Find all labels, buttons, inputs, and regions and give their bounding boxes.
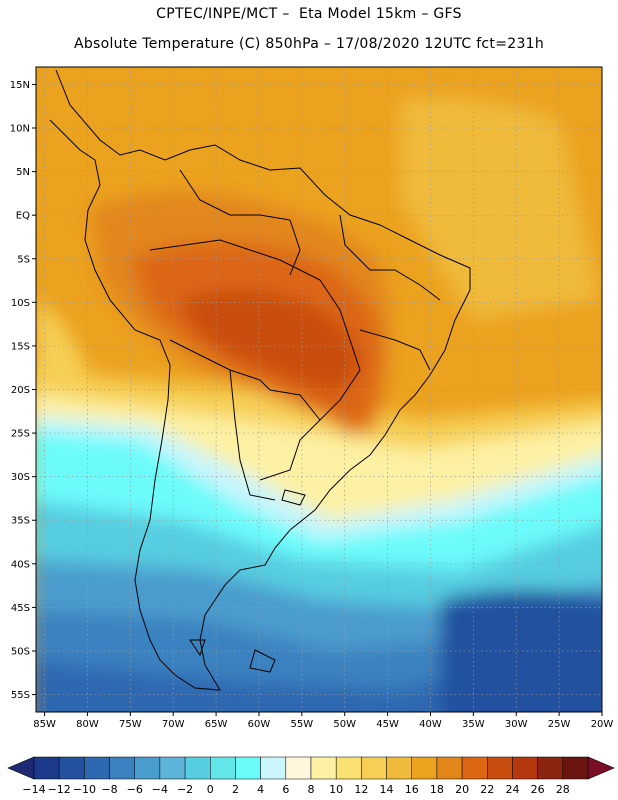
colorbar-swatch: [310, 756, 337, 780]
y-tick-label: 40S: [11, 559, 30, 570]
colorbar-label: 10: [329, 783, 343, 796]
chart-title-line2: Absolute Temperature (C) 850hPa – 17/08/…: [73, 36, 545, 52]
colorbar-swatch: [184, 756, 211, 780]
x-tick-label: 55W: [291, 719, 314, 730]
colorbar-label: 4: [257, 783, 264, 796]
x-tick-label: 85W: [33, 719, 56, 730]
colorbar-swatch: [512, 756, 538, 780]
y-tick-label: 45S: [11, 603, 30, 614]
colorbar-label: 26: [531, 783, 545, 796]
colorbar-low-extension: [7, 756, 35, 780]
colorbar-label: 12: [354, 783, 368, 796]
y-tick-label: 5N: [16, 167, 30, 178]
temperature-field: [36, 67, 602, 712]
chart-title-line1: CPTEC/INPE/MCT – Eta Model 15km – GFS: [156, 6, 462, 22]
colorbar-swatch: [537, 756, 564, 780]
colorbar-swatch: [58, 756, 85, 780]
y-tick-label: 15N: [10, 80, 30, 91]
x-tick-label: 65W: [205, 719, 228, 730]
colorbar: −14 −12 −10 −8 −6 −4 −2 0 2 4 6 8 10 12 14 16 18 20 22 24 26…: [7, 756, 615, 796]
colorbar-swatch: [562, 756, 589, 780]
y-tick-label: 50S: [11, 646, 30, 657]
y-tick-label: 5S: [17, 254, 30, 265]
x-tick-label: 70W: [162, 719, 185, 730]
colorbar-label: −10: [73, 783, 96, 796]
y-tick-label: EQ: [16, 211, 30, 222]
y-tick-label: 15S: [11, 341, 30, 352]
colorbar-swatch: [159, 756, 186, 780]
colorbar-label: −14: [22, 783, 45, 796]
y-tick-label: 35S: [11, 516, 30, 527]
x-tick-label: 60W: [248, 719, 271, 730]
colorbar-swatch: [335, 756, 362, 780]
colorbar-swatch: [285, 756, 312, 780]
x-tick-label: 75W: [119, 719, 142, 730]
colorbar-label: −6: [127, 783, 143, 796]
colorbar-swatch: [84, 756, 110, 780]
x-tick-label: 25W: [548, 719, 571, 730]
colorbar-swatch: [411, 756, 438, 780]
colorbar-label: 18: [430, 783, 444, 796]
y-tick-label: 10S: [11, 298, 30, 309]
y-tick-label: 55S: [11, 690, 30, 701]
colorbar-swatch: [33, 756, 60, 780]
x-tick-label: 35W: [462, 719, 485, 730]
x-tick-label: 40W: [419, 719, 442, 730]
colorbar-label: 6: [282, 783, 289, 796]
colorbar-swatch: [109, 756, 135, 780]
longitude-axis: 85W 80W 75W 70W 65W 60W 55W 50W 45W 40W 35W 30W 25W 2…: [33, 712, 613, 730]
colorbar-swatch: [260, 756, 287, 780]
colorbar-swatch: [134, 756, 161, 780]
colorbar-swatch: [361, 756, 387, 780]
x-tick-label: 30W: [505, 719, 528, 730]
colorbar-label: −4: [152, 783, 168, 796]
colorbar-swatch: [436, 756, 463, 780]
temperature-map: 85W 80W 75W 70W 65W 60W 55W 50W 45W 40W 35W 30W 25W 2…: [10, 66, 613, 730]
colorbar-label: 14: [380, 783, 394, 796]
colorbar-label: 2: [232, 783, 239, 796]
x-tick-label: 20W: [591, 719, 614, 730]
colorbar-label: 0: [207, 783, 214, 796]
colorbar-label: 16: [405, 783, 419, 796]
colorbar-high-extension: [587, 756, 615, 780]
x-tick-label: 80W: [76, 719, 99, 730]
colorbar-swatch: [210, 756, 236, 780]
colorbar-label: 22: [480, 783, 494, 796]
colorbar-label: −12: [48, 783, 71, 796]
y-tick-label: 10N: [10, 124, 30, 135]
colorbar-label: 20: [455, 783, 469, 796]
colorbar-swatch: [386, 756, 412, 780]
coastline: [49, 69, 471, 691]
x-tick-label: 50W: [333, 719, 356, 730]
y-tick-label: 20S: [11, 385, 30, 396]
colorbar-label: 28: [556, 783, 570, 796]
colorbar-swatch: [487, 756, 513, 780]
y-tick-label: 25S: [11, 429, 30, 440]
y-tick-label: 30S: [11, 472, 30, 483]
colorbar-swatch: [461, 756, 488, 780]
latitude-axis: 15N 10N 5N EQ 5S 10S 15S 20S 25S 30S 35S 40S 45S 50S 5…: [10, 80, 36, 701]
colorbar-label: −2: [177, 783, 193, 796]
colorbar-label: 8: [308, 783, 315, 796]
colorbar-label: 24: [505, 783, 519, 796]
colorbar-label: −8: [101, 783, 117, 796]
x-tick-label: 45W: [376, 719, 399, 730]
colorbar-swatch: [235, 756, 261, 780]
